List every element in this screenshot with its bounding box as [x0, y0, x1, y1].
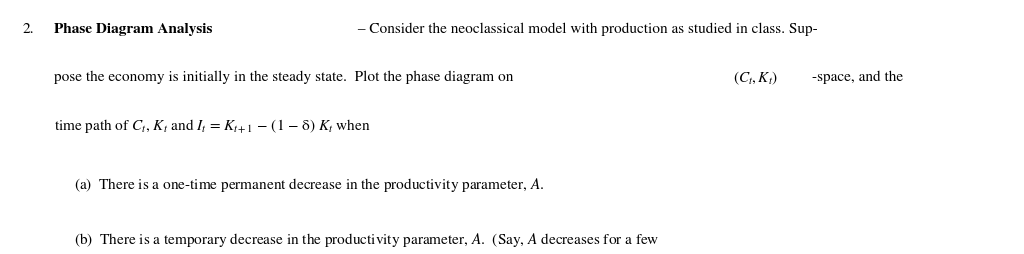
Text: (a)  There is a one-time permanent decrease in the productivity parameter, $\mat: (a) There is a one-time permanent decrea…: [74, 176, 544, 194]
Text: Phase Diagram Analysis: Phase Diagram Analysis: [54, 23, 213, 36]
Text: (b)  There is a temporary decrease in the productivity parameter, $\mathit{A}$. : (b) There is a temporary decrease in the…: [74, 230, 659, 248]
Text: 2.: 2.: [23, 23, 34, 36]
Text: – Consider the neoclassical model with production as studied in class. Sup-: – Consider the neoclassical model with p…: [354, 23, 818, 36]
Text: $(C_t, K_t)$: $(C_t, K_t)$: [733, 70, 778, 87]
Text: time path of $C_t$, $K_t$ and $I_t$ = $K_{t+1}$ − (1 − δ) $K_t$ when: time path of $C_t$, $K_t$ and $I_t$ = $K…: [54, 117, 371, 135]
Text: pose the economy is initially in the steady state.  Plot the phase diagram on: pose the economy is initially in the ste…: [54, 70, 517, 83]
Text: -space, and the: -space, and the: [812, 70, 903, 83]
